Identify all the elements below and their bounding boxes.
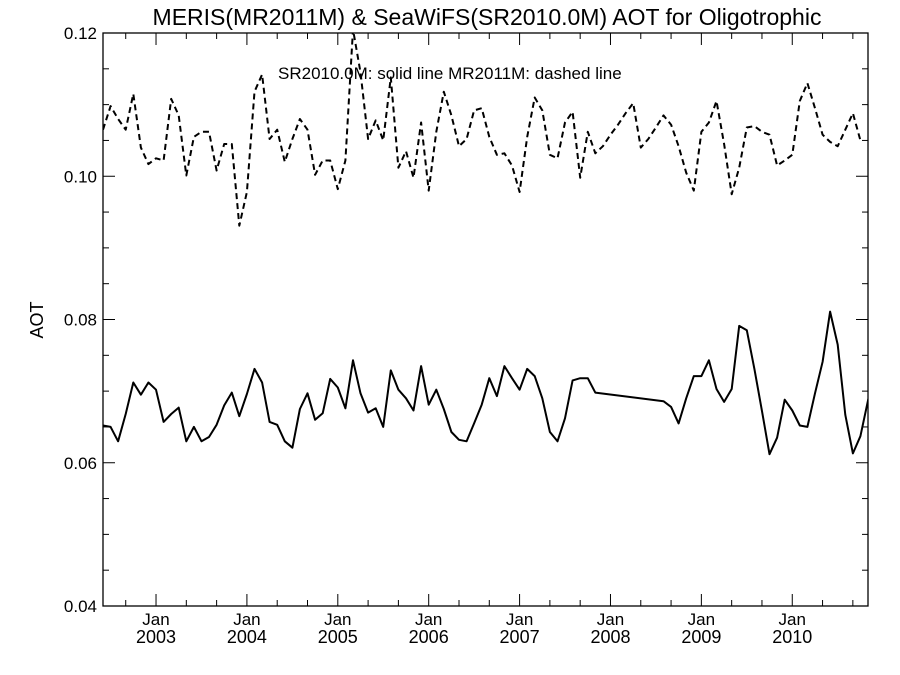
axis-ticks: 0.040.060.080.100.12Jan2003Jan2004Jan200… [64,24,868,647]
x-tick-year-label: 2006 [409,627,449,647]
x-tick-month-label: Jan [779,610,806,629]
x-tick-year-label: 2008 [590,627,630,647]
x-tick-year-label: 2007 [500,627,540,647]
x-tick-year-label: 2003 [136,627,176,647]
x-tick-year-label: 2009 [681,627,721,647]
series-line-mr2011m-dashed [103,33,862,227]
y-axis-label: AOT [27,301,47,338]
legend-annotation: SR2010.0M: solid line MR2011M: dashed li… [278,64,622,83]
x-tick-month-label: Jan [506,610,533,629]
x-tick-month-label: Jan [688,610,715,629]
y-tick-label: 0.08 [64,311,97,330]
x-tick-month-label: Jan [415,610,442,629]
x-tick-month-label: Jan [597,610,624,629]
y-tick-label: 0.12 [64,24,97,43]
x-tick-month-label: Jan [142,610,169,629]
x-tick-year-label: 2005 [318,627,358,647]
y-tick-label: 0.04 [64,597,97,616]
series-line-sr2010-solid [103,310,868,456]
x-tick-month-label: Jan [324,610,351,629]
x-tick-year-label: 2004 [227,627,267,647]
x-tick-month-label: Jan [233,610,260,629]
series-layer [103,33,868,456]
x-tick-year-label: 2010 [772,627,812,647]
y-tick-label: 0.10 [64,167,97,186]
chart-title: MERIS(MR2011M) & SeaWiFS(SR2010.0M) AOT … [153,4,822,30]
y-tick-label: 0.06 [64,454,97,473]
plot-frame [102,32,869,607]
